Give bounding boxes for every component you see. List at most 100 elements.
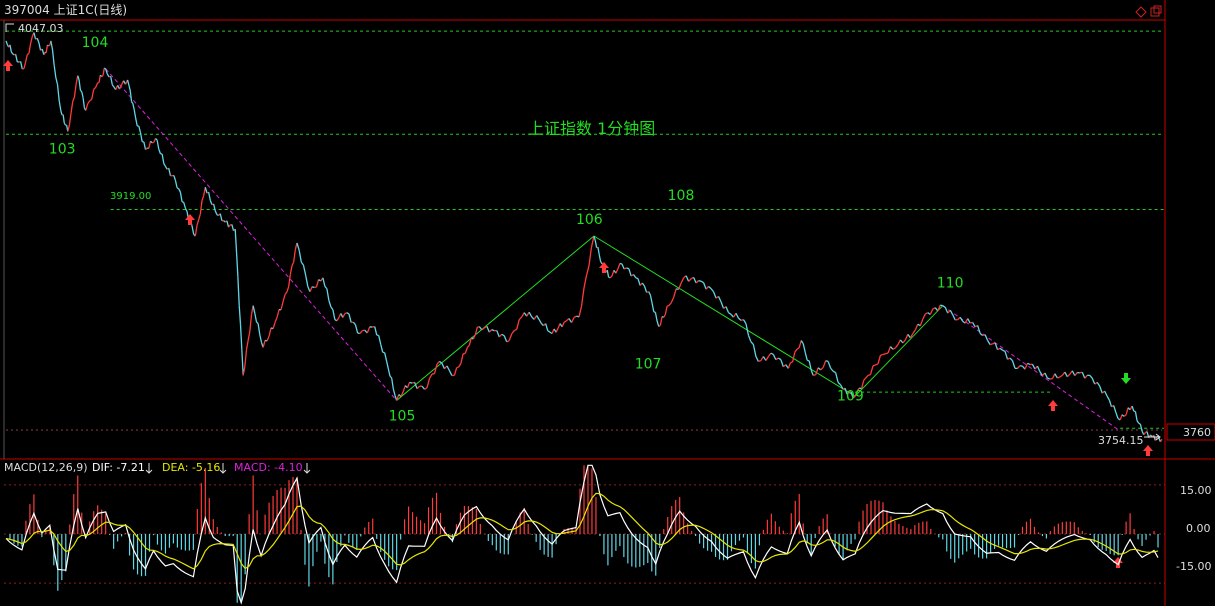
price-segment — [158, 148, 162, 155]
price-segment — [291, 261, 295, 266]
price-segment — [216, 214, 219, 217]
price-segment — [168, 168, 172, 176]
price-segment — [668, 302, 672, 307]
price-segment — [235, 251, 239, 277]
price-segment — [653, 311, 656, 313]
price-segment — [1081, 372, 1086, 379]
price-segment — [95, 82, 99, 88]
price-segment — [1139, 423, 1143, 432]
price-segment — [755, 356, 759, 362]
price-segment — [234, 228, 238, 253]
price-segment — [411, 381, 415, 384]
price-segment — [264, 339, 268, 342]
price-segment — [536, 315, 540, 320]
price-segment — [852, 395, 856, 399]
price-segment — [557, 323, 561, 329]
price-segment — [807, 359, 810, 362]
price-segment — [132, 103, 135, 110]
price-segment — [1099, 385, 1103, 394]
wave-label-108: 108 — [668, 188, 695, 204]
price-segment — [641, 282, 645, 287]
price-segment — [342, 313, 346, 318]
macd-dea-line — [5, 492, 1159, 570]
price-segment — [1138, 422, 1141, 425]
wave-label-107: 107 — [635, 357, 662, 373]
price-segment — [104, 67, 106, 70]
price-segment — [36, 37, 40, 43]
price-segment — [274, 317, 278, 323]
price-segment — [1149, 434, 1153, 438]
price-segment — [28, 43, 32, 54]
price-segment — [1136, 420, 1140, 424]
price-segment — [138, 125, 142, 134]
price-segment — [570, 317, 575, 323]
price-segment — [770, 352, 774, 356]
price-segment — [336, 317, 340, 322]
price-segment — [997, 347, 1001, 351]
price-segment — [802, 343, 806, 353]
price-segment — [288, 274, 291, 287]
price-segment — [904, 334, 909, 341]
price-segment — [551, 328, 555, 334]
price-segment — [194, 225, 198, 237]
price-segment — [732, 312, 737, 318]
price-segment — [24, 54, 28, 63]
price-segment — [1071, 370, 1076, 376]
price-segment — [241, 349, 244, 376]
price-segment — [255, 321, 259, 325]
price-segment — [82, 97, 86, 108]
price-segment — [1009, 357, 1013, 362]
wave-label-104: 104 — [82, 35, 109, 51]
price-segment — [830, 367, 834, 372]
price-segment — [460, 353, 464, 364]
macd-tick-1: 0.00 — [1186, 522, 1211, 535]
price-segment — [617, 263, 621, 270]
price-segment — [153, 138, 157, 143]
price-segment — [45, 45, 48, 53]
price-segment — [540, 322, 544, 327]
price-segment — [949, 309, 954, 316]
price-segment — [207, 192, 211, 201]
price-segment — [148, 141, 152, 149]
price-segment — [99, 74, 103, 78]
price-segment — [191, 225, 195, 235]
price-segment — [1113, 405, 1117, 413]
price-segment — [289, 265, 293, 275]
price-segment — [813, 374, 816, 376]
price-segment — [252, 305, 256, 314]
price-segment — [280, 301, 284, 310]
maximize-icon[interactable] — [1150, 5, 1162, 17]
price-segment — [134, 117, 138, 126]
price-segment — [58, 100, 62, 111]
axis-price-label: 3760 — [1183, 426, 1211, 439]
price-segment — [203, 187, 206, 196]
price-segment — [102, 68, 105, 76]
price-segment — [498, 333, 503, 338]
price-segment — [392, 388, 396, 396]
price-segment — [75, 75, 79, 85]
price-segment — [441, 363, 446, 370]
price-segment — [101, 74, 104, 78]
price-segment — [183, 202, 187, 209]
price-segment — [105, 68, 108, 75]
price-segment — [919, 318, 924, 327]
price-segment — [91, 89, 95, 100]
restore-icon[interactable] — [1135, 6, 1147, 18]
price-segment — [307, 286, 311, 292]
price-segment — [143, 141, 147, 150]
price-segment — [972, 322, 976, 328]
price-segment — [1115, 412, 1119, 419]
macd-down-arrow-icon — [303, 463, 311, 474]
wave-label-110: 110 — [937, 276, 964, 292]
price-segment — [486, 325, 490, 333]
price-segment — [56, 84, 60, 101]
price-segment — [850, 391, 854, 399]
price-segment — [1121, 414, 1125, 417]
price-segment — [872, 364, 876, 367]
price-segment — [47, 44, 49, 47]
price-segment — [446, 365, 451, 372]
price-segment — [822, 360, 827, 368]
price-segment — [178, 188, 181, 193]
price-segment — [959, 316, 964, 322]
price-segment — [889, 346, 894, 350]
